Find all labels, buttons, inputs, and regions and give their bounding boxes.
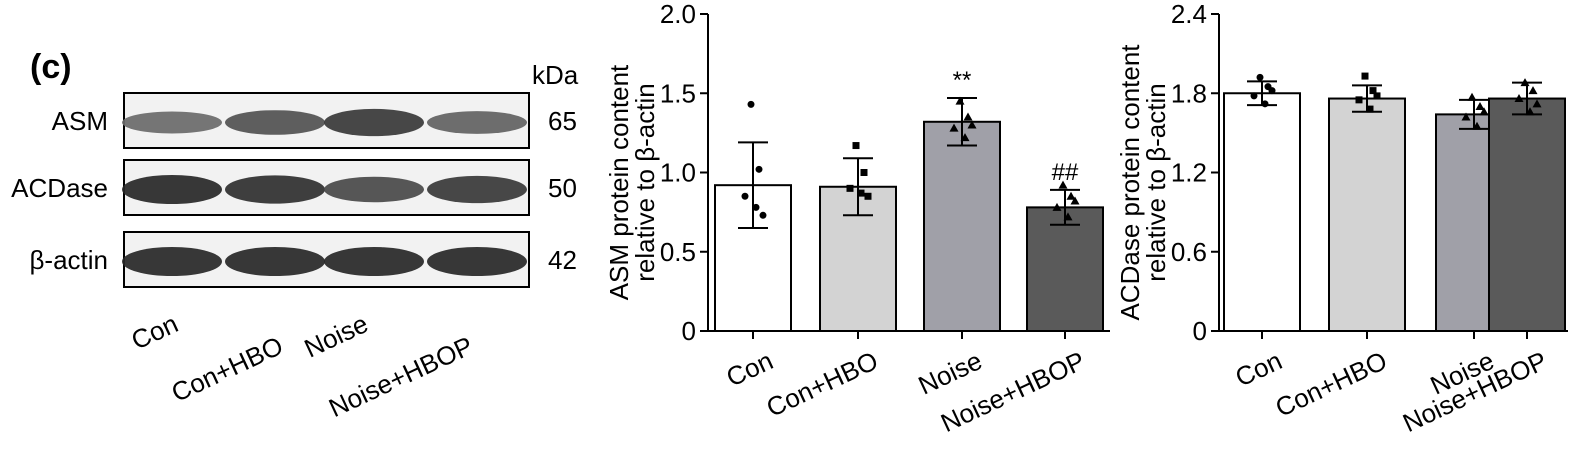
blot-band — [122, 111, 222, 134]
blot-band — [427, 246, 527, 277]
data-point — [1063, 212, 1073, 221]
acdase-bar-chart: 0 0.6 1.2 1.8 2.4 ACDase protein contentrelat… — [1115, 0, 1568, 438]
blot-row-kda: 50 — [548, 173, 577, 203]
bar — [923, 120, 1001, 332]
y-tick-label: 2.0 — [660, 0, 696, 29]
y-tick-label: 0.5 — [660, 237, 696, 267]
y-axis-label: ASM protein content — [604, 64, 634, 300]
data-point — [1532, 99, 1542, 108]
data-point — [1475, 101, 1485, 110]
data-point — [1472, 121, 1482, 130]
blot-row-label: β-actin — [29, 245, 108, 275]
data-point — [1256, 73, 1264, 81]
y-tick-label: 0.6 — [1171, 237, 1207, 267]
data-point — [1520, 78, 1530, 87]
data-point — [1373, 92, 1381, 100]
asm-bar-chart: 0 0.5 1.0 1.5 2.0 ASM protein contentrelative… — [604, 0, 1110, 438]
data-point — [949, 123, 959, 132]
data-point — [752, 203, 760, 211]
bar — [1328, 97, 1406, 332]
y-axis-label: relative to β-actin — [630, 83, 660, 281]
blot-row: ACDase 50 — [11, 159, 577, 216]
blot-row-label: ASM — [52, 106, 108, 136]
panel-label: (c) — [30, 48, 72, 86]
data-point — [1261, 100, 1269, 108]
data-point — [1461, 112, 1471, 121]
blot-lane-label: Noise — [300, 308, 373, 363]
data-point — [846, 184, 854, 192]
y-tick-label: 1.2 — [1171, 158, 1207, 188]
data-point — [852, 142, 860, 150]
blot-band — [225, 110, 325, 135]
y-tick-label: 1.0 — [660, 158, 696, 188]
data-point — [1058, 180, 1068, 189]
data-point — [864, 192, 872, 200]
blot-band — [225, 175, 325, 204]
y-tick-label: 1.8 — [1171, 78, 1207, 108]
bar — [1488, 97, 1566, 332]
blot-row: ASM 65 — [52, 92, 577, 149]
blot-band — [225, 246, 325, 277]
significance-label: ** — [953, 67, 972, 94]
bar — [1223, 92, 1301, 332]
blot-band — [324, 108, 424, 137]
data-point — [963, 112, 973, 121]
blot-band — [122, 246, 222, 277]
data-point — [747, 100, 755, 108]
blot-row-kda: 65 — [548, 106, 577, 136]
data-point — [759, 211, 767, 219]
data-point — [967, 120, 977, 129]
data-point — [1070, 196, 1080, 205]
kda-header: kDa — [532, 60, 579, 90]
data-point — [1268, 87, 1276, 95]
blot-band — [427, 175, 527, 204]
data-point — [955, 96, 965, 105]
data-point — [857, 189, 865, 197]
blot-row: β-actin 42 — [29, 231, 577, 288]
data-point — [1467, 92, 1477, 101]
blot-band — [324, 176, 424, 203]
y-axis-label: ACDase protein content — [1115, 44, 1145, 321]
blot-band — [122, 174, 222, 205]
blot-lane-label: Con+HBO — [167, 330, 288, 408]
data-point — [1514, 94, 1524, 103]
y-tick-label: 1.5 — [660, 78, 696, 108]
significance-label: ## — [1052, 159, 1079, 186]
data-point — [960, 133, 970, 142]
blot-row-label: ACDase — [11, 173, 108, 203]
data-point — [1361, 72, 1369, 80]
y-tick-label: 0 — [682, 316, 696, 346]
data-point — [1250, 92, 1258, 100]
blot-band — [324, 246, 424, 277]
x-tick-label: Con+HBO — [1271, 345, 1392, 423]
bar — [1026, 206, 1104, 332]
data-point — [1066, 191, 1076, 200]
data-point — [1052, 202, 1062, 211]
y-axis-label: relative to β-actin — [1141, 83, 1171, 281]
blot-row-kda: 42 — [548, 245, 577, 275]
data-point — [741, 192, 749, 200]
blot-band — [427, 111, 527, 134]
data-point — [860, 169, 868, 176]
data-point — [755, 165, 763, 173]
data-point — [1525, 107, 1535, 116]
x-tick-label: Con — [1231, 345, 1287, 392]
x-tick-label: Con — [722, 345, 778, 392]
data-point — [1369, 87, 1377, 95]
x-tick-label: Con+HBO — [762, 345, 883, 423]
data-point — [1355, 96, 1363, 104]
data-point — [1479, 107, 1489, 116]
y-tick-label: 0 — [1193, 316, 1207, 346]
data-point — [1366, 105, 1374, 113]
data-point — [1528, 86, 1538, 95]
blot-lane-label: Con — [127, 308, 183, 355]
y-tick-label: 2.4 — [1171, 0, 1207, 29]
